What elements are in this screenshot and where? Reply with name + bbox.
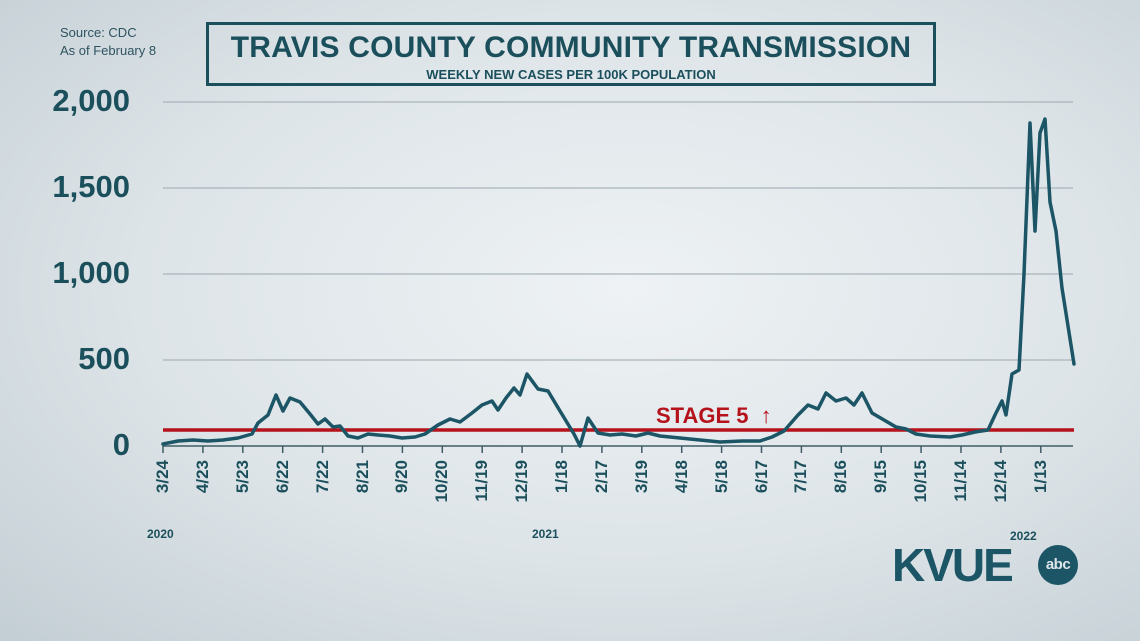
y-tick-2000: 2,000 [52,83,130,118]
kvue-logo: KVUE [892,539,1014,591]
gridlines [163,101,1073,361]
x-tick-label: 6/17 [751,460,771,494]
stage-5-label: STAGE 5 ↑ [656,403,772,429]
x-tick-label: 5/23 [232,460,252,494]
x-tick-label: 12/14 [990,460,1010,503]
x-tick-label: 5/18 [711,460,731,494]
x-tick-label: 10/15 [911,460,931,503]
x-tick-label: 8/21 [352,460,372,494]
title-box: TRAVIS COUNTY COMMUNITY TRANSMISSION WEE… [206,22,936,86]
stage-label-text: STAGE 5 [656,403,749,428]
x-tick-label: 8/16 [831,460,851,494]
x-tick-label: 4/18 [671,460,691,494]
year-label-2020: 2020 [147,527,174,541]
x-tick-label: 3/24 [153,460,172,494]
y-tick-1500: 1,500 [52,169,130,204]
up-arrow-icon: ↑ [760,403,772,428]
x-tick-label: 7/22 [312,460,332,494]
x-tick-label: 6/22 [272,460,292,494]
x-tick-label: 9/15 [871,460,891,494]
source-note: Source: CDC As of February 8 [60,24,156,60]
as-of-date: As of February 8 [60,43,157,58]
x-tick-label: 11/19 [472,460,492,502]
x-tick-label: 3/19 [631,460,651,494]
x-tick-label: 7/17 [791,460,811,494]
y-tick-500: 500 [78,341,130,376]
x-tick-label: 1/13 [1030,460,1050,494]
y-tick-1000: 1,000 [52,255,130,290]
x-tick-label: 12/19 [512,460,532,503]
x-axis [162,445,1073,453]
x-tick-label: 9/20 [392,460,412,494]
year-label-2022: 2022 [1010,529,1037,543]
cases-line [161,117,1076,448]
x-tick-label: 4/23 [192,460,212,494]
chart-subtitle: WEEKLY NEW CASES PER 100K POPULATION [426,67,716,82]
x-tick-label: 1/18 [552,460,571,494]
chart-title: TRAVIS COUNTY COMMUNITY TRANSMISSION [230,31,912,64]
y-tick-0: 0 [112,427,130,462]
x-tick-label: 11/14 [951,460,970,502]
x-tick-label: 10/20 [432,460,452,503]
source-label: Source: CDC [60,25,137,40]
year-label-2021: 2021 [532,527,559,541]
x-tick-label: 2/17 [591,460,611,494]
abc-logo-icon: abc [1038,545,1078,585]
